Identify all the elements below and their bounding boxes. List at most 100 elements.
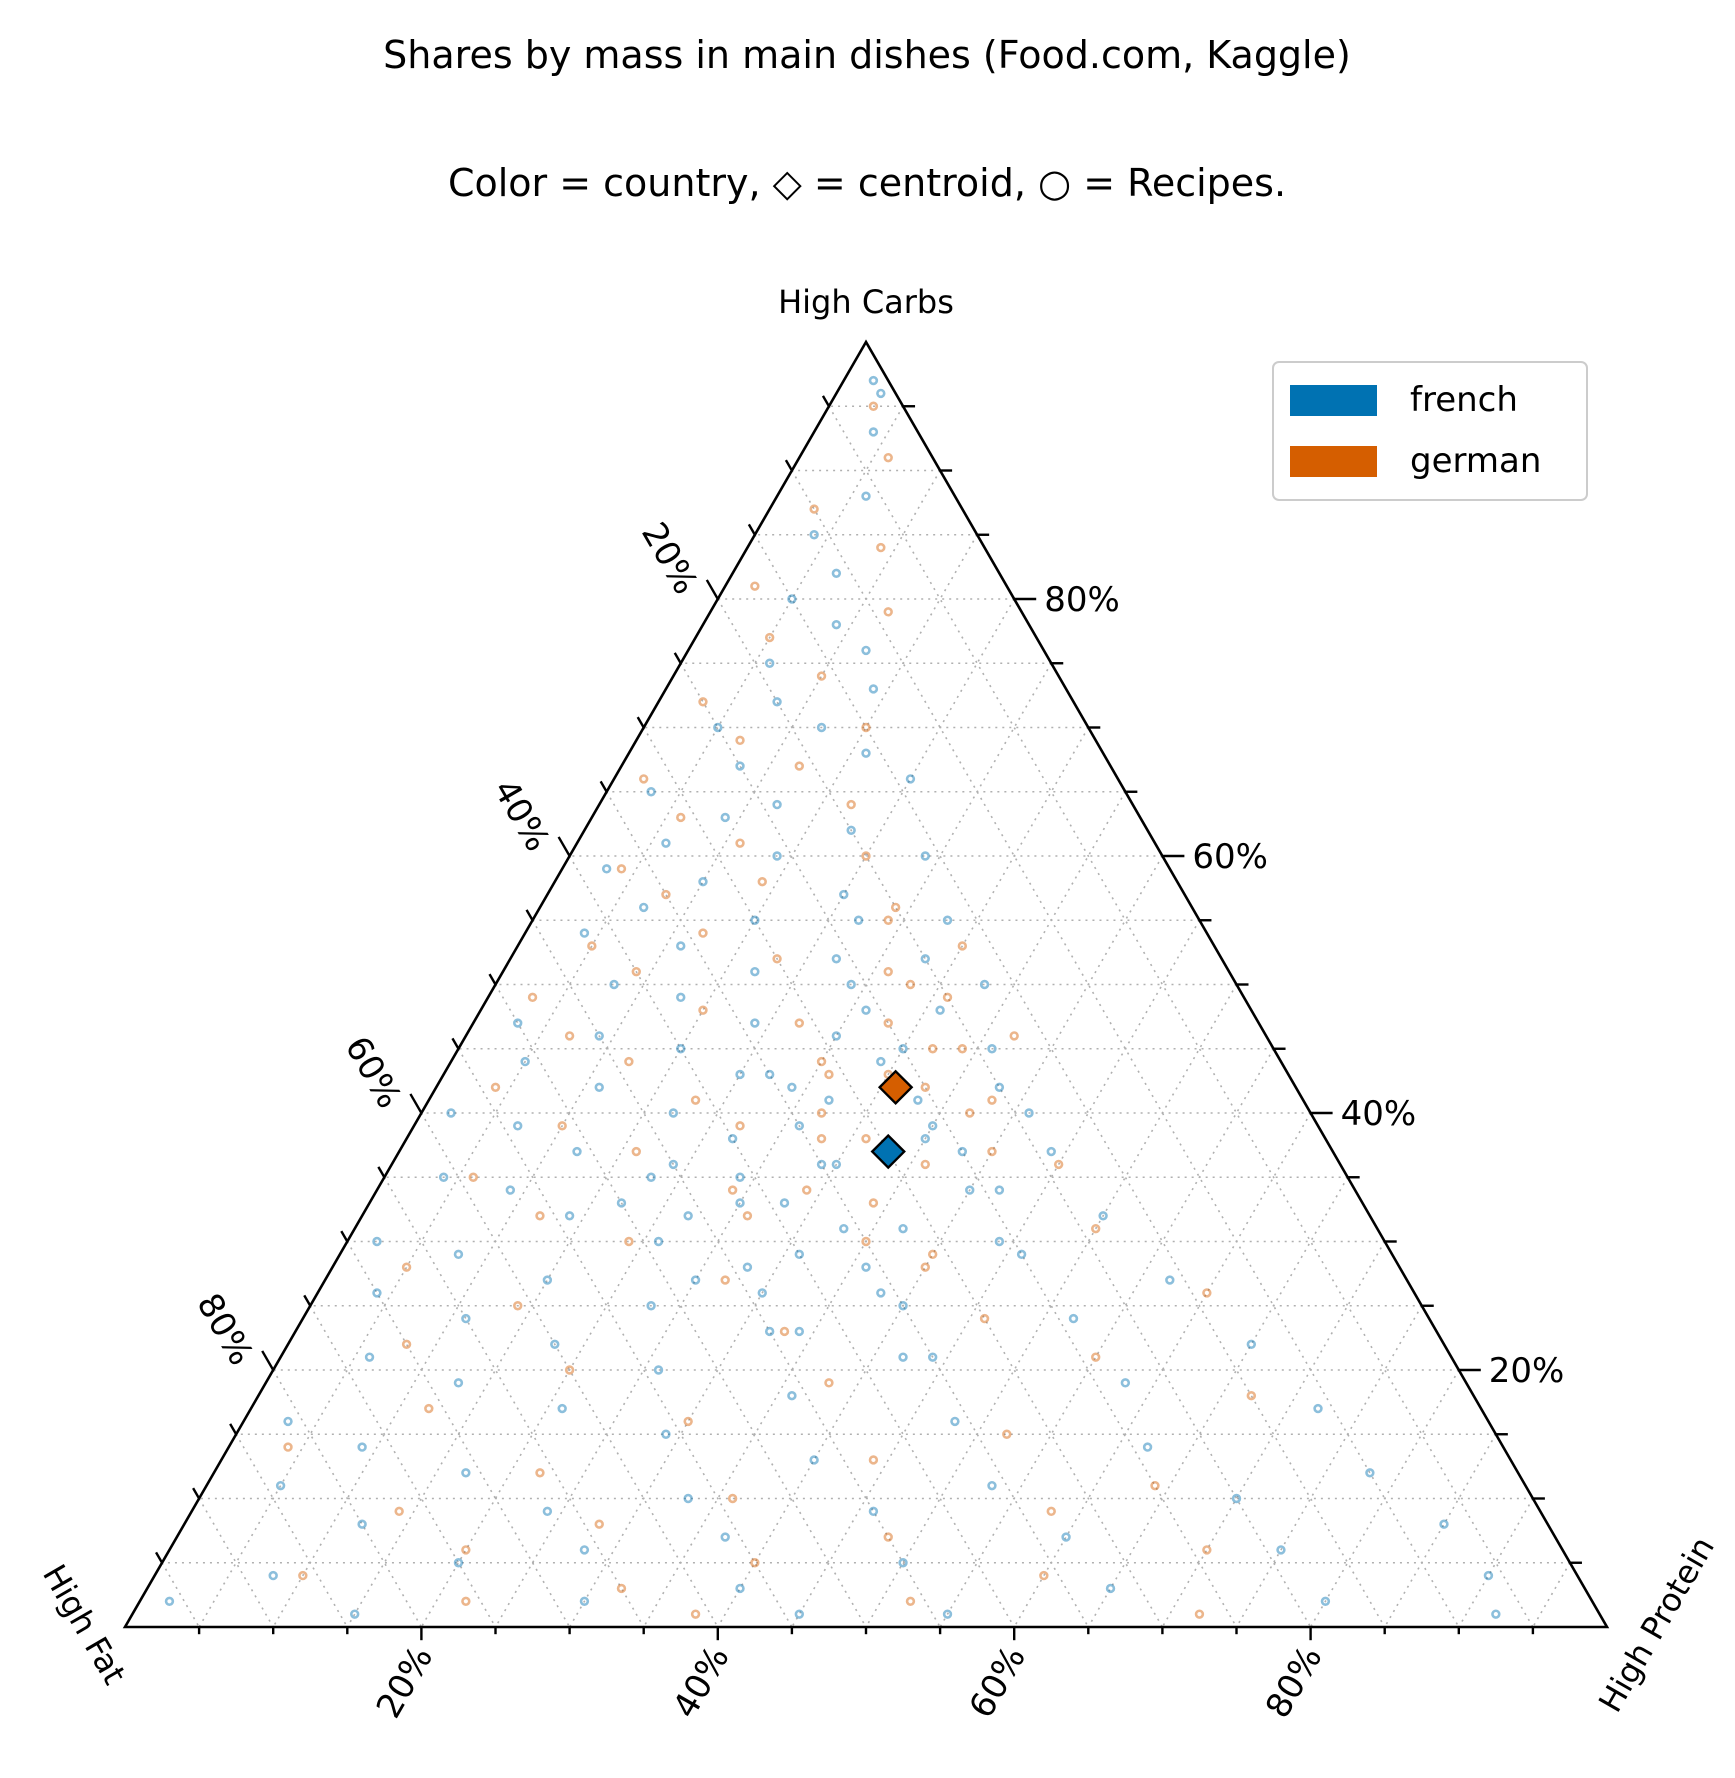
data-point-french: [994, 1236, 1005, 1247]
data-point-french: [690, 1275, 701, 1285]
data-point-french: [676, 1044, 686, 1054]
data-point-german: [957, 1044, 968, 1054]
data-point-german: [624, 1056, 634, 1067]
data-point-german: [927, 1044, 938, 1054]
tick-fat: [192, 1487, 201, 1500]
data-point-german: [283, 1442, 293, 1452]
data-point-french: [557, 1403, 567, 1414]
grid-line-fat: [531, 919, 941, 1628]
data-point-french: [713, 722, 723, 733]
data-point-french: [513, 1121, 523, 1131]
data-point-french: [839, 1223, 849, 1234]
data-point-german: [698, 928, 708, 938]
data-point-german: [394, 1506, 404, 1517]
data-point-french: [831, 568, 842, 578]
data-point-french: [1231, 1493, 1242, 1504]
data-point-french: [668, 1159, 679, 1170]
data-point-german: [1091, 1352, 1101, 1362]
data-point-french: [1365, 1468, 1375, 1478]
axis-label-fat: High Fat: [35, 1558, 134, 1691]
data-point-french: [735, 1198, 745, 1208]
data-point-french: [957, 1146, 968, 1157]
data-point-german: [661, 889, 671, 900]
data-point-french: [646, 787, 656, 797]
data-point-german: [772, 954, 782, 964]
data-point-french: [772, 851, 782, 861]
data-point-german: [468, 1172, 478, 1182]
data-point-french: [1313, 1403, 1323, 1414]
data-point-german: [927, 1249, 938, 1260]
data-point-french: [164, 1596, 175, 1607]
data-point-german: [513, 1301, 523, 1311]
data-point-french: [772, 697, 782, 707]
data-point-german: [861, 1236, 871, 1247]
data-point-german: [846, 799, 856, 810]
data-point-german: [890, 902, 901, 913]
data-point-german: [535, 1211, 545, 1221]
data-point-french: [1098, 1211, 1108, 1221]
data-point-german: [690, 1609, 701, 1619]
data-point-french: [268, 1570, 278, 1581]
data-point-german: [1202, 1288, 1212, 1298]
data-point-french: [372, 1288, 382, 1298]
grid-line-protein: [1532, 1562, 1571, 1628]
data-point-french: [742, 1262, 753, 1272]
data-point-german: [564, 1365, 575, 1375]
tick-fat: [377, 1166, 386, 1178]
data-point-german: [727, 1493, 738, 1504]
data-point-french: [1276, 1545, 1286, 1555]
grid-line-fat: [754, 534, 1386, 1628]
data-point-german: [1046, 1506, 1056, 1517]
data-point-french: [735, 1583, 745, 1594]
data-point-french: [927, 1121, 938, 1131]
grid-line-protein: [1384, 1433, 1497, 1628]
data-point-german: [527, 992, 538, 1003]
data-point-french: [861, 1005, 871, 1015]
data-point-french: [831, 1159, 842, 1170]
data-point-german: [631, 966, 641, 977]
data-point-german: [401, 1339, 412, 1350]
data-point-french: [453, 1249, 464, 1260]
data-point-german: [883, 1018, 893, 1028]
data-point-french: [653, 1236, 664, 1247]
data-point-french: [905, 774, 916, 784]
data-point-french: [1491, 1609, 1501, 1619]
data-point-french: [438, 1172, 449, 1182]
grid-line-fat: [568, 855, 1015, 1628]
data-point-german: [624, 1236, 634, 1247]
data-point-french: [520, 1056, 530, 1067]
data-point-french: [579, 928, 590, 938]
data-point-french: [579, 1545, 590, 1555]
data-point-french: [275, 1480, 286, 1491]
data-point-german: [905, 979, 916, 990]
data-point-french: [772, 799, 782, 810]
data-point-german: [883, 452, 893, 463]
grid-line-fat: [272, 1369, 423, 1628]
tick-label-fat: 80%: [189, 1287, 261, 1372]
data-point-german: [1246, 1390, 1257, 1401]
data-point-french: [720, 1532, 730, 1542]
data-point-german: [690, 1095, 701, 1105]
data-point-german: [401, 1262, 412, 1272]
data-point-french: [550, 1339, 560, 1350]
grid-line-fat: [605, 791, 1089, 1628]
data-point-german: [816, 671, 827, 681]
data-point-german: [587, 941, 597, 951]
data-point-french: [646, 1301, 656, 1311]
data-point-french: [861, 491, 871, 501]
data-point-german: [1009, 1031, 1019, 1041]
tick-fat: [525, 909, 534, 921]
data-point-german: [794, 761, 805, 771]
data-point-german: [905, 1596, 916, 1607]
data-point-french: [1016, 1249, 1027, 1260]
data-point-french: [824, 1095, 834, 1105]
data-point-french: [764, 1326, 775, 1337]
data-point-french: [861, 1262, 871, 1272]
axis-ticks: 20% 20% 20% 40% 40% 40% 60% 60% 60% 80% 80% 80%: [155, 395, 1582, 1725]
data-point-french: [283, 1416, 293, 1427]
data-point-german: [564, 1031, 575, 1041]
data-point-french: [942, 915, 953, 925]
tick-fat: [557, 836, 571, 857]
data-point-french: [898, 1223, 908, 1234]
